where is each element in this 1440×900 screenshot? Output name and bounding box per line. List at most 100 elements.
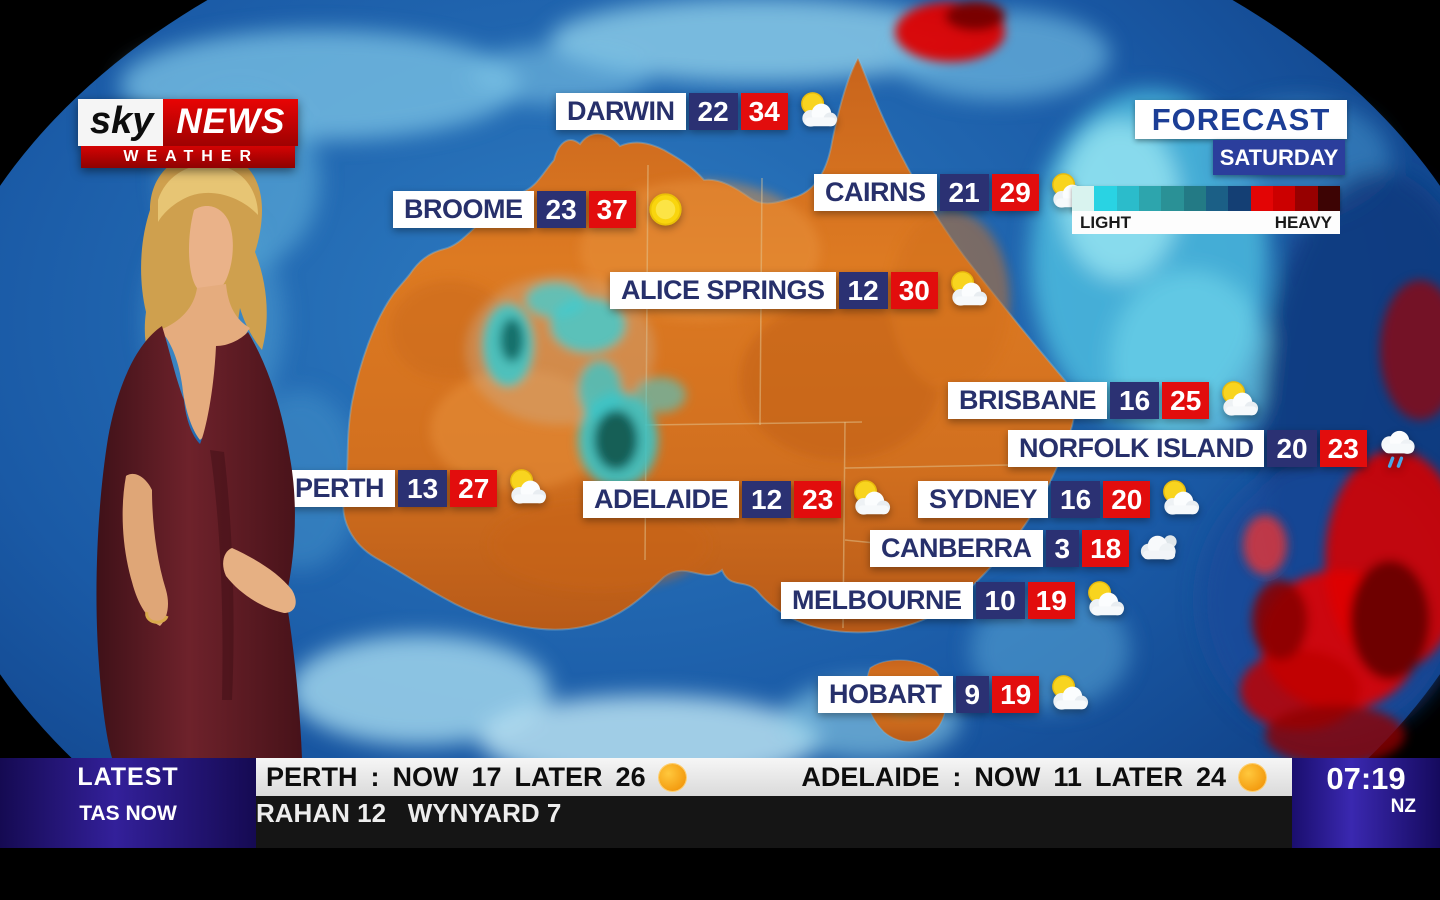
city-min-temp: 21: [939, 174, 989, 211]
city-label-layer: DARWIN 22 34 BROOME 23 37 CAIRNS 21 29 A…: [284, 0, 1440, 713]
sun-icon: [658, 763, 686, 791]
news-logo-text: NEWS: [163, 99, 299, 146]
city-min-temp: 3: [1045, 530, 1080, 567]
presenter-face: [188, 206, 233, 294]
city-name: CANBERRA: [870, 530, 1043, 567]
city-max-temp: 19: [1027, 582, 1075, 619]
legend-color-segment: [1250, 186, 1273, 211]
presenter-hair-highlight: [158, 164, 258, 222]
legend-color-segment: [1228, 186, 1251, 211]
heavy-rain-cells: [895, 1, 1440, 758]
precipitation-scale: [1072, 186, 1340, 211]
legend-color-segment: [1072, 186, 1095, 211]
city-min-temp: 16: [1110, 382, 1160, 419]
city-label-cairns: CAIRNS 21 29: [814, 174, 1092, 211]
city-label-adelaide: ADELAIDE 12 23: [583, 481, 894, 518]
presenter-dress-fold: [210, 450, 234, 700]
legend-light-label: LIGHT: [1080, 213, 1131, 232]
legend-color-segment: [1183, 186, 1206, 211]
legend-heavy-label: HEAVY: [1274, 213, 1332, 232]
presenter-bracelet: [145, 611, 169, 624]
city-max-temp: 25: [1162, 382, 1210, 419]
city-name: ADELAIDE: [583, 481, 740, 518]
weather-logo-text: WEATHER: [81, 146, 296, 168]
ticker-later-temp: 24: [1195, 761, 1226, 792]
weather-presenter: [96, 152, 302, 758]
legend-color-segment: [1161, 186, 1184, 211]
city-label-broome: BROOME 23 37: [393, 191, 689, 228]
city-label-norfolk-island: NORFOLK ISLAND 20 23: [1008, 430, 1420, 467]
city-label-darwin: DARWIN 22 34: [556, 93, 841, 130]
ticker-now-temp: 11: [1053, 761, 1082, 792]
forecast-day: SATURDAY: [1213, 140, 1345, 175]
city-label-perth: PERTH 13 27: [284, 470, 550, 507]
bottom-ticker: LATEST PERTH : NOW 17 LATER 26 ADELAIDE …: [0, 758, 1440, 900]
ticker-now-label: NOW: [974, 761, 1041, 792]
city-max-temp: 34: [740, 93, 788, 130]
city-label-hobart: HOBART 9 19: [818, 676, 1092, 713]
legend-color-segment: [1317, 186, 1340, 211]
city-label-melbourne: MELBOURNE 10 19: [781, 582, 1128, 619]
interior-rain-cells: [465, 275, 686, 488]
legend-color-segment: [1205, 186, 1229, 211]
ticker-current-conditions: PERTH : NOW 17 LATER 26 ADELAIDE : NOW 1…: [256, 758, 1292, 796]
city-label-canberra: CANBERRA 3 18: [870, 530, 1182, 567]
sky-news-weather-logo: sky NEWS WEATHER: [78, 99, 299, 168]
city-label-sydney: SYDNEY 16 20: [918, 481, 1203, 518]
city-max-temp: 20: [1103, 481, 1151, 518]
city-max-temp: 18: [1082, 530, 1130, 567]
ticker-later-label: LATER: [514, 761, 603, 792]
sun-icon: [1239, 763, 1266, 791]
city-name: DARWIN: [556, 93, 686, 130]
city-name: BRISBANE: [948, 382, 1108, 419]
city-name: NORFOLK ISLAND: [1008, 430, 1265, 467]
ticker-later-label: LATER: [1094, 761, 1183, 792]
city-max-temp: 30: [890, 272, 938, 309]
clock-zone: NZ: [1390, 796, 1416, 817]
city-min-temp: 12: [742, 481, 792, 518]
ticker-city: PERTH: [266, 761, 358, 792]
city-name: MELBOURNE: [781, 582, 973, 619]
clock: 07:19 NZ: [1292, 758, 1440, 848]
presenter-neck: [160, 284, 250, 440]
city-name: HOBART: [818, 676, 953, 713]
legend-color-segment: [1295, 186, 1318, 211]
city-max-temp: 23: [1319, 430, 1367, 467]
forecast-title: FORECAST: [1135, 100, 1347, 139]
forecast-panel: FORECAST SATURDAY LIGHT HEAVY: [1072, 100, 1347, 235]
presenter-dress: [96, 326, 302, 758]
city-max-temp: 27: [450, 470, 498, 507]
ticker-scroll-text: RAHAN 12 WYNYARD 7: [256, 796, 1292, 848]
legend-color-segment: [1138, 186, 1162, 211]
legend-color-segment: [1272, 186, 1296, 211]
city-label-alice-springs: ALICE SPRINGS 12 30: [610, 272, 991, 309]
ticker-now-temp: 17: [471, 761, 502, 792]
city-min-temp: 13: [398, 470, 448, 507]
city-max-temp: 37: [588, 191, 636, 228]
presenter-left-forearm: [122, 473, 168, 626]
city-min-temp: 10: [975, 582, 1025, 619]
sky-logo-text: sky: [78, 99, 164, 146]
ticker-region-tab: TAS NOW: [0, 796, 256, 848]
city-max-temp: 23: [794, 481, 842, 518]
city-name: BROOME: [393, 191, 534, 228]
city-min-temp: 22: [688, 93, 738, 130]
clock-time: 07:19: [1326, 761, 1406, 796]
city-name: ALICE SPRINGS: [610, 272, 836, 309]
city-name: CAIRNS: [814, 174, 937, 211]
city-min-temp: 20: [1267, 430, 1317, 467]
city-max-temp: 29: [991, 174, 1039, 211]
city-min-temp: 9: [955, 676, 990, 713]
city-max-temp: 19: [992, 676, 1040, 713]
legend-color-segment: [1094, 186, 1117, 211]
precipitation-legend: LIGHT HEAVY: [1072, 211, 1340, 234]
ticker-later-temp: 26: [615, 761, 646, 792]
city-label-brisbane: BRISBANE 16 25: [948, 382, 1262, 419]
city-name: SYDNEY: [918, 481, 1049, 518]
ticker-item: PERTH : NOW 17 LATER 26: [266, 762, 686, 793]
city-min-temp: 16: [1051, 481, 1101, 518]
ticker-item: ADELAIDE : NOW 11 LATER 24: [801, 762, 1266, 793]
city-name: PERTH: [284, 470, 396, 507]
city-min-temp: 12: [838, 272, 888, 309]
